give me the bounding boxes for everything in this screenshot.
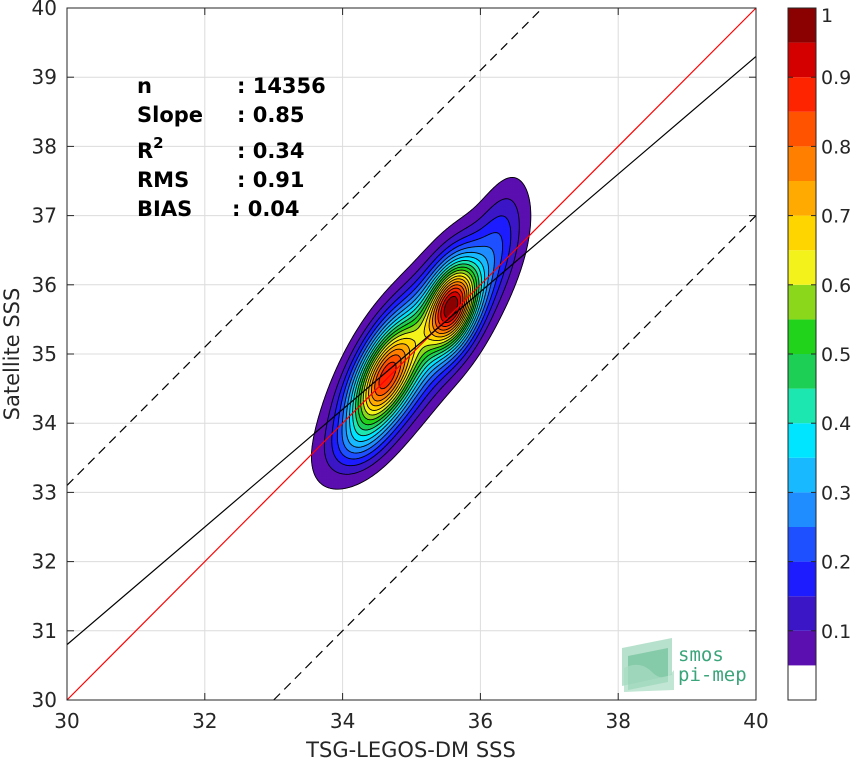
colorbar-block — [788, 250, 816, 285]
stat-bias-label: BIAS — [137, 197, 192, 221]
plot-area — [66, 7, 757, 701]
contour-line — [371, 281, 468, 402]
stats-box: n : 14356 Slope : 0.85 R2 : 0.34 RMS : 0… — [137, 74, 326, 221]
y-tick-label: 37 — [32, 204, 57, 228]
colorbar-block — [788, 146, 816, 181]
contour-line — [378, 287, 464, 390]
contour-line — [323, 198, 520, 475]
colorbar-block — [788, 561, 816, 597]
contour-line — [357, 266, 478, 426]
contour-line — [352, 260, 483, 437]
colorbar-block — [788, 284, 816, 320]
colorbar-tick-label: 1 — [821, 5, 833, 27]
x-tick-label: 32 — [192, 709, 217, 733]
x-tick-label: 40 — [743, 709, 768, 733]
y-tick-label: 32 — [32, 550, 57, 574]
colorbar-block — [788, 215, 816, 251]
contour-line — [349, 256, 486, 442]
colorbar-block — [788, 319, 816, 354]
contour-line — [365, 275, 472, 411]
colorbar-block — [788, 77, 816, 112]
colorbar-block — [788, 8, 816, 43]
stat-slope-label: Slope — [137, 103, 203, 127]
x-tick-label: 30 — [54, 709, 79, 733]
colorbar-block — [788, 354, 816, 389]
colorbar-block — [788, 665, 816, 700]
colorbar-block — [788, 181, 816, 216]
y-tick-labels: 30 31 32 33 34 35 36 37 38 39 40 — [32, 0, 57, 712]
logo-line1: smos — [678, 644, 724, 666]
colorbar-block — [788, 492, 816, 527]
x-tick-labels: 30 32 34 36 38 40 — [54, 709, 768, 733]
y-tick-label: 39 — [32, 65, 57, 89]
colorbar-tick-label: 0.3 — [821, 482, 851, 504]
regression-line — [66, 55, 757, 646]
colorbar-tick-label: 0.8 — [821, 136, 851, 158]
y-tick-label: 36 — [32, 273, 57, 297]
stat-n-label: n — [137, 74, 152, 98]
reference-lines — [66, 7, 757, 701]
colorbar-ticks: 0.1 0.2 0.3 0.4 0.5 0.6 0.7 0.8 0.9 1 — [788, 5, 851, 643]
y-tick-label: 33 — [32, 480, 57, 504]
contour-line — [355, 263, 480, 431]
colorbar-block — [788, 527, 816, 562]
contour-line — [331, 215, 512, 467]
y-tick-label: 31 — [32, 619, 57, 643]
colorbar-tick-label: 0.9 — [821, 67, 851, 89]
y-tick-label: 38 — [32, 134, 57, 158]
stat-rms-label: RMS — [137, 168, 189, 192]
contour-line — [374, 284, 466, 397]
colorbar-block — [788, 630, 816, 666]
colorbar: 0.1 0.2 0.3 0.4 0.5 0.6 0.7 0.8 0.9 1 — [787, 5, 851, 701]
colorbar-tick-label: 0.6 — [821, 275, 851, 297]
colorbar-block — [788, 42, 816, 78]
stat-r2-sup: 2 — [153, 134, 163, 152]
stat-rms-value: : 0.91 — [237, 168, 305, 192]
smos-pi-mep-logo: smos pi-mep — [622, 638, 747, 692]
x-tick-label: 34 — [330, 709, 355, 733]
logo-line2: pi-mep — [678, 664, 747, 686]
contour-line — [362, 272, 474, 416]
colorbar-block — [788, 423, 816, 458]
lower-bound-line — [273, 215, 757, 701]
logo-wave-icon — [622, 638, 674, 692]
y-tick-label: 34 — [32, 411, 57, 435]
stat-n-value: : 14356 — [237, 74, 326, 98]
axis-ticks — [66, 7, 757, 701]
stat-r2-label: R2 — [137, 134, 164, 163]
y-axis-label: Satellite SSS — [0, 288, 24, 421]
contour-line — [310, 176, 532, 490]
contour-line — [336, 232, 503, 460]
contour-line — [341, 245, 495, 454]
stat-r2-base: R — [137, 139, 153, 163]
contour-line — [345, 251, 490, 448]
colorbar-block — [788, 388, 816, 424]
colorbar-blocks — [788, 8, 816, 700]
colorbar-block — [788, 457, 816, 493]
x-axis-label: TSG-LEGOS-DM SSS — [305, 738, 516, 762]
colorbar-block — [788, 596, 816, 631]
x-tick-label: 38 — [605, 709, 630, 733]
contour-line — [360, 269, 476, 421]
stat-r2-value: : 0.34 — [237, 139, 305, 163]
colorbar-tick-label: 0.7 — [821, 206, 851, 228]
stat-slope-value: : 0.85 — [237, 103, 305, 127]
y-tick-label: 40 — [32, 0, 57, 20]
upper-bound-line — [66, 7, 543, 486]
y-tick-label: 30 — [32, 688, 57, 712]
colorbar-tick-label: 0.2 — [821, 552, 851, 574]
stat-bias-value: : 0.04 — [232, 197, 300, 221]
colorbar-block — [788, 111, 816, 147]
x-tick-label: 36 — [468, 709, 493, 733]
colorbar-tick-label: 0.5 — [821, 344, 851, 366]
colorbar-tick-label: 0.4 — [821, 413, 851, 435]
identity-line — [66, 7, 757, 701]
y-tick-label: 35 — [32, 342, 57, 366]
colorbar-tick-label: 0.1 — [821, 621, 851, 643]
